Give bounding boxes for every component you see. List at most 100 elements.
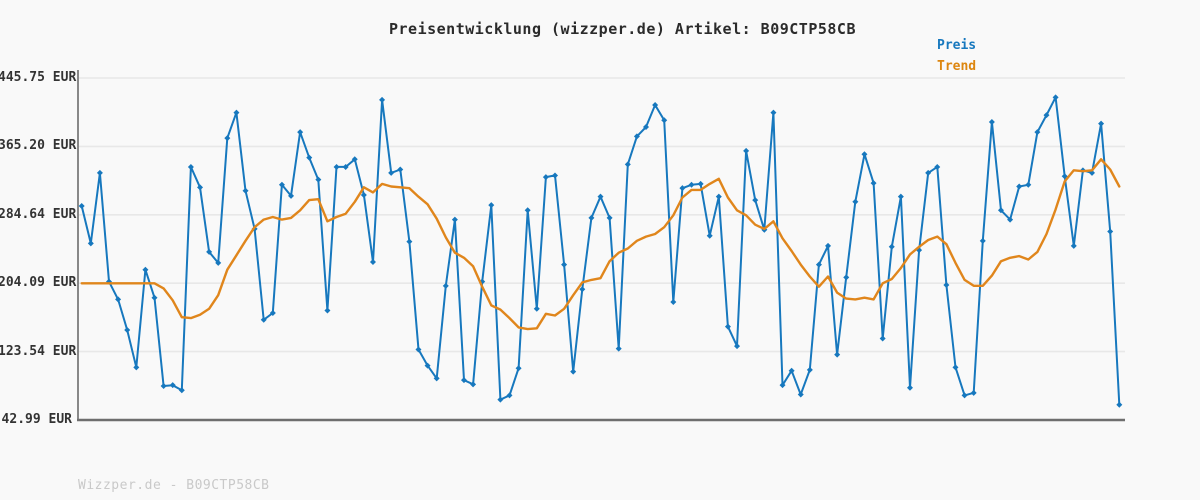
- data-point-marker: [1007, 216, 1014, 223]
- data-point-marker: [879, 335, 886, 342]
- data-point-marker: [215, 259, 222, 266]
- data-point-marker: [551, 172, 558, 179]
- chart-legend: Preis Trend: [937, 38, 1057, 80]
- legend-item-preis: Preis: [937, 38, 977, 53]
- data-point-marker: [269, 309, 276, 316]
- data-point-marker: [78, 203, 85, 210]
- data-point-marker: [151, 294, 158, 301]
- data-point-marker: [570, 368, 577, 375]
- data-point-marker: [779, 382, 786, 389]
- data-point-marker: [597, 193, 604, 200]
- data-point-marker: [451, 216, 458, 223]
- data-point-marker: [424, 362, 431, 369]
- data-point-marker: [115, 296, 122, 303]
- data-point-marker: [870, 180, 877, 187]
- data-point-marker: [415, 346, 422, 353]
- data-point-marker: [333, 163, 340, 170]
- data-point-marker: [615, 345, 622, 352]
- data-point-marker: [1043, 112, 1050, 119]
- data-point-marker: [160, 383, 167, 390]
- data-point-marker: [706, 232, 713, 239]
- data-point-marker: [997, 207, 1004, 214]
- data-point-marker: [697, 180, 704, 187]
- data-point-marker: [278, 181, 285, 188]
- data-point-marker: [169, 382, 176, 389]
- data-point-marker: [670, 298, 677, 305]
- data-point-marker: [406, 238, 413, 245]
- y-axis-label: 284.64 EUR: [0, 206, 77, 222]
- data-point-marker: [788, 367, 795, 374]
- data-point-marker: [470, 381, 477, 388]
- watermark-text: Wizzper.de - B09CTP58CB: [78, 478, 270, 493]
- data-point-marker: [388, 169, 395, 176]
- data-point-marker: [133, 364, 140, 371]
- data-point-marker: [224, 135, 231, 142]
- data-point-marker: [961, 392, 968, 399]
- data-point-marker: [852, 198, 859, 205]
- data-point-marker: [87, 240, 94, 247]
- data-point-marker: [206, 248, 213, 255]
- data-point-marker: [797, 391, 804, 398]
- data-point-marker: [606, 214, 613, 221]
- data-point-marker: [561, 261, 568, 268]
- data-point-marker: [897, 193, 904, 200]
- data-point-marker: [515, 365, 522, 372]
- data-point-marker: [734, 343, 741, 350]
- data-point-marker: [1107, 228, 1114, 235]
- data-point-marker: [342, 163, 349, 170]
- y-axis-label: 204.09 EUR: [0, 275, 77, 291]
- data-point-marker: [369, 259, 376, 266]
- data-point-marker: [288, 192, 295, 199]
- data-point-marker: [397, 166, 404, 173]
- chart-title: Preisentwicklung (wizzper.de) Artikel: B…: [388, 20, 856, 38]
- data-point-marker: [433, 375, 440, 382]
- data-point-marker: [1070, 242, 1077, 249]
- data-point-marker: [815, 261, 822, 268]
- data-point-marker: [825, 242, 832, 249]
- data-point-marker: [178, 387, 185, 394]
- data-point-marker: [242, 187, 249, 194]
- data-point-marker: [579, 286, 586, 293]
- data-point-marker: [124, 326, 131, 333]
- data-point-marker: [624, 161, 631, 168]
- data-point-marker: [233, 109, 240, 116]
- data-point-marker: [297, 129, 304, 136]
- data-point-marker: [1098, 120, 1105, 127]
- data-point-marker: [506, 392, 513, 399]
- data-point-marker: [943, 281, 950, 288]
- data-point-marker: [197, 184, 204, 191]
- data-point-marker: [934, 163, 941, 170]
- data-point-marker: [542, 174, 549, 181]
- data-point-marker: [970, 389, 977, 396]
- data-point-marker: [497, 396, 504, 403]
- data-point-marker: [906, 384, 913, 391]
- data-point-marker: [524, 207, 531, 214]
- data-point-marker: [633, 133, 640, 140]
- data-point-marker: [187, 163, 194, 170]
- data-point-marker: [770, 109, 777, 116]
- data-point-marker: [806, 366, 813, 373]
- data-point-marker: [460, 377, 467, 384]
- data-point-marker: [96, 169, 103, 176]
- data-point-marker: [952, 364, 959, 371]
- data-point-marker: [379, 96, 386, 103]
- y-axis-label: 445.75 EUR: [0, 70, 77, 85]
- data-point-marker: [260, 316, 267, 323]
- data-point-marker: [834, 351, 841, 358]
- data-point-marker: [351, 156, 358, 163]
- series-line-trend: [80, 158, 1121, 331]
- y-axis-label: 365.20 EUR: [0, 138, 77, 154]
- data-point-marker: [925, 169, 932, 176]
- data-point-marker: [1052, 94, 1059, 101]
- data-point-marker: [843, 274, 850, 281]
- data-point-marker: [488, 202, 495, 209]
- data-point-marker: [688, 181, 695, 188]
- data-point-marker: [643, 124, 650, 131]
- data-point-marker: [442, 282, 449, 289]
- data-point-marker: [861, 151, 868, 158]
- data-point-marker: [142, 266, 149, 273]
- data-point-marker: [979, 237, 986, 244]
- y-axis-label: 42.99 EUR: [1, 412, 72, 427]
